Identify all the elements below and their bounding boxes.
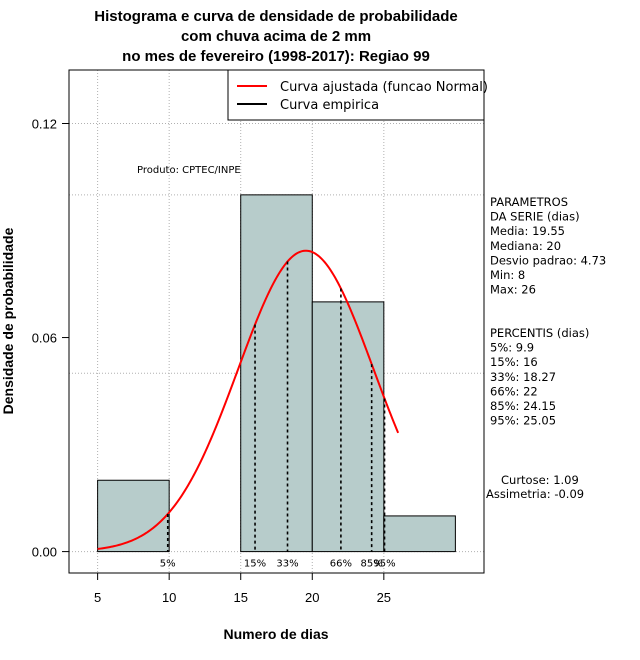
y-tick-label: 0.00 — [32, 545, 57, 560]
legend-label-empirical: Curva empirica — [280, 98, 379, 113]
x-tick-label: 10 — [162, 590, 176, 605]
chart-title-line: Histograma e curva de densidade de proba… — [94, 8, 457, 25]
kurtosis-text: Curtose: 1.09 — [501, 473, 579, 487]
percentile-marker-label: 85% — [361, 559, 383, 570]
skewness-text: Assimetria: -0.09 — [486, 487, 584, 501]
histogram-bar — [311, 301, 385, 553]
percentile-summary-line: 95%: 25.05 — [490, 414, 556, 428]
percentile-summary-line: PERCENTIS (dias) — [490, 326, 589, 340]
series-parameter-line: PARAMETROS — [490, 195, 568, 209]
series-parameter-line: Media: 19.55 — [490, 224, 565, 238]
series-parameter-line: Min: 8 — [490, 268, 525, 282]
series-parameter-line: Desvio padrao: 4.73 — [490, 253, 606, 267]
percentile-summary-line: 85%: 24.15 — [490, 399, 556, 413]
series-parameter-line: Mediana: 20 — [490, 239, 561, 253]
percentile-marker-label: 66% — [330, 559, 352, 570]
histogram-bar — [383, 515, 456, 553]
x-tick-label: 25 — [377, 590, 391, 605]
series-parameter-line: Max: 26 — [490, 283, 536, 297]
legend-label-fitted: Curva ajustada (funcao Normal) — [280, 80, 488, 95]
percentile-summary-line: 33%: 18.27 — [490, 370, 556, 384]
product-label: Produto: CPTEC/INPE — [137, 165, 241, 176]
legend-box — [227, 69, 485, 121]
y-tick-label: 0.12 — [32, 117, 57, 132]
percentile-marker-label: 5% — [160, 559, 176, 570]
percentile-summary-line: 15%: 16 — [490, 355, 538, 369]
percentile-summary-line: 66%: 22 — [490, 384, 538, 398]
percentile-marker-label: 15% — [244, 559, 266, 570]
x-tick-label: 5 — [94, 590, 101, 605]
percentile-marker-label: 33% — [276, 559, 298, 570]
y-axis-title: Densidade de probabilidade — [0, 227, 16, 414]
fitted-normal-curve — [97, 249, 400, 550]
percentile-marker-label: 95% — [373, 559, 395, 570]
x-tick-label: 15 — [233, 590, 247, 605]
x-axis-title: Numero de dias — [223, 626, 328, 642]
x-tick-label: 20 — [305, 590, 319, 605]
series-parameter-line: DA SERIE (dias) — [490, 210, 580, 224]
percentile-summary-line: 5%: 9.9 — [490, 341, 534, 355]
y-tick-label: 0.06 — [32, 331, 57, 346]
histogram-bar — [240, 194, 313, 553]
chart-title-line: no mes de fevereiro (1998-2017): Regiao … — [122, 48, 430, 65]
chart-title-line: com chuva acima de 2 mm — [181, 28, 371, 45]
